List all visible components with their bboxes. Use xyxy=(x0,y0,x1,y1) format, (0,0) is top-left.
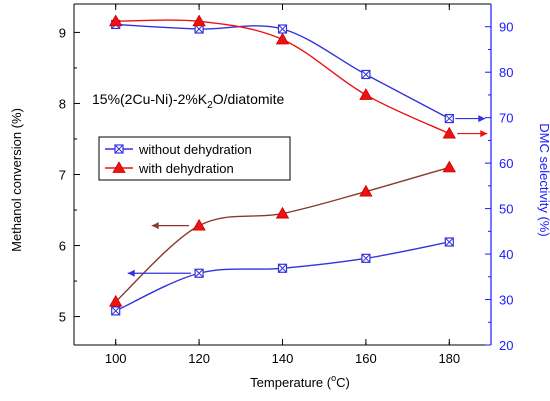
x-axis: 100 120 140 160 180 xyxy=(105,4,460,366)
x-tick-label: 140 xyxy=(272,351,294,366)
marker-cross-b xyxy=(111,306,121,316)
data-point xyxy=(359,88,373,100)
y-right-tick-label: 30 xyxy=(499,293,513,308)
legend-box xyxy=(98,136,291,181)
data-point xyxy=(109,14,123,27)
data-point xyxy=(194,268,204,278)
marker-cross-b xyxy=(278,24,287,34)
marker-cross-b xyxy=(278,263,287,273)
marker-cross-b xyxy=(444,237,454,247)
data-point xyxy=(444,237,454,247)
y-left-tick-label: 8 xyxy=(59,96,66,111)
legend: without dehydration with dehydration xyxy=(98,136,291,181)
data-point xyxy=(192,218,206,231)
marker-cross-b xyxy=(444,114,454,123)
marker-cross-b xyxy=(361,70,371,79)
y-right-tick-label: 60 xyxy=(499,156,513,171)
y-right-tick-label: 80 xyxy=(499,65,513,80)
marker-cross-b xyxy=(114,144,124,154)
legend-entry-2: with dehydration xyxy=(105,161,234,176)
arrow-without-right xyxy=(455,115,486,123)
y-left-tick-label: 7 xyxy=(59,168,66,183)
marker-cross-b xyxy=(194,24,204,34)
legend-label: without dehydration xyxy=(138,142,252,157)
axis-arrows xyxy=(127,115,488,277)
y-axis-left: 5 6 7 8 9 xyxy=(59,25,80,325)
arrow-head xyxy=(478,115,486,123)
data-point xyxy=(442,126,456,139)
chart-annotation: 15%(2Cu-Ni)-2%K2O/diatomite xyxy=(92,91,285,111)
x-tick-label: 120 xyxy=(188,351,210,366)
legend-marker xyxy=(112,161,126,173)
x-tick-label: 180 xyxy=(438,351,460,366)
y-left-tick-label: 6 xyxy=(59,239,66,254)
arrow-without-left xyxy=(127,269,192,277)
data-point xyxy=(359,184,373,197)
y-axis-right-title: DMC selectivity (%) xyxy=(537,123,550,236)
series-line xyxy=(115,166,450,303)
x-tick-label: 160 xyxy=(355,351,377,366)
data-point xyxy=(194,24,204,34)
y-left-tick-label: 9 xyxy=(59,25,66,40)
y-right-tick-label: 90 xyxy=(499,20,513,35)
marker-cross-b xyxy=(194,268,204,278)
arrow-head xyxy=(127,269,135,277)
data-point xyxy=(275,206,290,219)
legend-label: with dehydration xyxy=(138,161,234,176)
marker-cross-b xyxy=(361,253,371,263)
arrow-with-left xyxy=(151,222,190,230)
y-axis-left-title: Methanol conversion (%) xyxy=(9,108,24,252)
series-2 xyxy=(109,14,456,139)
x-axis-title: Temperature (oC) xyxy=(250,373,350,390)
data-point xyxy=(277,24,288,34)
arrow-head xyxy=(151,222,159,230)
series-3 xyxy=(111,237,454,316)
y-left-tick-label: 5 xyxy=(59,310,66,325)
data-point xyxy=(192,14,206,27)
y-right-tick-label: 50 xyxy=(499,202,513,217)
series-4 xyxy=(109,160,456,307)
data-point xyxy=(444,113,454,124)
data-point xyxy=(277,263,288,273)
data-point xyxy=(111,306,121,316)
data-point xyxy=(361,69,371,80)
y-right-tick-label: 70 xyxy=(499,111,513,126)
legend-entry-1: without dehydration xyxy=(105,142,252,157)
arrow-head xyxy=(480,130,488,138)
data-point xyxy=(361,253,371,263)
data-point xyxy=(442,160,456,173)
y-right-tick-label: 20 xyxy=(499,338,513,353)
y-right-tick-label: 40 xyxy=(499,247,513,262)
series-layer xyxy=(109,14,456,316)
data-point xyxy=(109,294,123,307)
legend-marker xyxy=(114,144,124,154)
x-tick-label: 100 xyxy=(105,351,127,366)
series-line xyxy=(115,241,450,312)
data-point xyxy=(275,32,290,45)
arrow-with-right xyxy=(457,130,488,138)
y-axis-right: 20 30 40 50 60 70 80 90 xyxy=(485,20,513,353)
